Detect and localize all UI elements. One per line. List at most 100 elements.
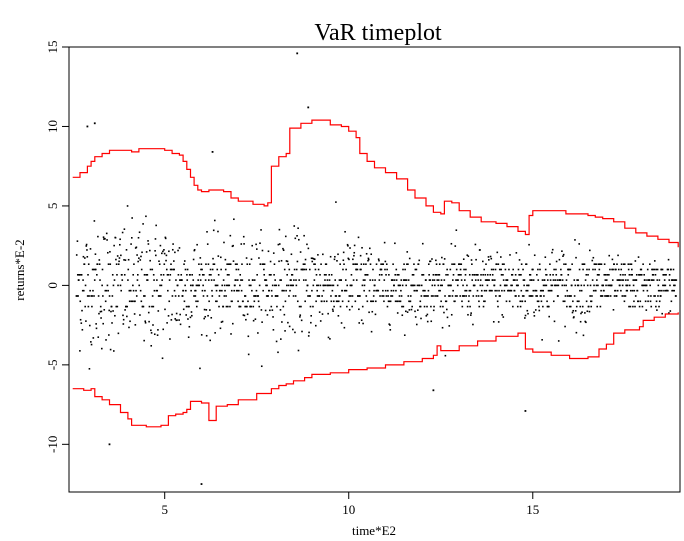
scatter-point [468, 289, 471, 292]
scatter-point [284, 330, 286, 332]
scatter-point [230, 333, 232, 335]
scatter-point [127, 258, 130, 261]
scatter-point [494, 268, 497, 271]
scatter-point [437, 284, 440, 287]
scatter-point [81, 309, 83, 312]
scatter-point [403, 263, 405, 266]
scatter-point [275, 284, 278, 287]
scatter-point [369, 279, 371, 281]
scatter-point [427, 289, 430, 292]
scatter-point [486, 279, 488, 281]
scatter-point [76, 240, 79, 242]
scatter-point [106, 239, 108, 241]
scatter-point [227, 284, 230, 287]
scatter-point [415, 268, 418, 271]
scatter-point [591, 295, 593, 297]
scatter-point [149, 259, 151, 262]
scatter-point [335, 201, 337, 203]
scatter-point [329, 255, 332, 258]
scatter-point [384, 268, 386, 271]
scatter-point [201, 289, 204, 292]
scatter-point [444, 354, 447, 357]
scatter-point [179, 313, 181, 316]
scatter-point [649, 263, 651, 266]
scatter-point [460, 263, 463, 266]
scatter-point [640, 268, 643, 271]
scatter-point [603, 273, 606, 276]
scatter-point [396, 312, 399, 314]
scatter-point [508, 289, 511, 292]
scatter-point [131, 217, 133, 219]
scatter-point [191, 314, 193, 317]
scatter-point [302, 279, 305, 281]
scatter-point [397, 273, 400, 276]
scatter-point [311, 257, 314, 260]
scatter-point [564, 325, 566, 328]
scatter-point [283, 289, 285, 292]
scatter-point [596, 273, 599, 276]
scatter-point [302, 268, 304, 271]
scatter-point [297, 227, 299, 230]
scatter-point [234, 284, 236, 287]
scatter-point [114, 236, 117, 239]
scatter-point [517, 284, 519, 287]
scatter-point [190, 311, 193, 313]
scatter-point [674, 284, 676, 287]
scatter-point [352, 279, 355, 281]
scatter-point [385, 263, 388, 266]
scatter-point [456, 295, 458, 297]
scatter-point [502, 316, 505, 318]
scatter-point [300, 268, 303, 271]
scatter-point [223, 284, 226, 287]
scatter-point [432, 309, 435, 312]
scatter-point [337, 315, 340, 317]
scatter-point [169, 273, 172, 276]
scatter-point [143, 295, 145, 297]
scatter-point [459, 268, 462, 271]
scatter-point [189, 316, 192, 319]
scatter-point [104, 238, 106, 240]
scatter-point [200, 334, 203, 336]
scatter-point [213, 279, 215, 281]
scatter-point [307, 247, 310, 250]
scatter-point [262, 289, 264, 292]
scatter-point [276, 305, 278, 308]
scatter-point [664, 273, 666, 276]
scatter-point [367, 259, 369, 262]
scatter-point [599, 295, 602, 297]
scatter-point [128, 326, 130, 329]
scatter-point [129, 320, 131, 323]
scatter-point [543, 279, 546, 281]
scatter-point [408, 257, 411, 260]
scatter-point [193, 295, 195, 297]
scatter-point [599, 305, 602, 308]
scatter-point [506, 284, 508, 287]
scatter-point [646, 289, 649, 292]
scatter-point [130, 300, 133, 303]
scatter-point [162, 273, 165, 276]
scatter-point [527, 284, 530, 287]
scatter-point [569, 268, 572, 271]
scatter-point [122, 318, 125, 321]
scatter-point [339, 263, 341, 266]
scatter-point [131, 300, 134, 303]
scatter-point [513, 279, 515, 281]
scatter-point [297, 349, 300, 352]
scatter-point [100, 347, 103, 350]
scatter-point [172, 243, 174, 245]
scatter-point [253, 300, 256, 303]
scatter-point [367, 258, 370, 261]
scatter-point [149, 249, 151, 252]
scatter-point [117, 263, 120, 266]
scatter-point [484, 300, 486, 303]
scatter-point [510, 289, 513, 292]
scatter-point [630, 263, 633, 266]
scatter-point [94, 253, 97, 255]
scatter-point [524, 317, 526, 319]
scatter-point [448, 284, 451, 287]
scatter-point [148, 305, 151, 308]
scatter-point [105, 339, 107, 341]
scatter-point [328, 273, 330, 276]
scatter-point [374, 279, 376, 281]
scatter-point [340, 279, 343, 281]
